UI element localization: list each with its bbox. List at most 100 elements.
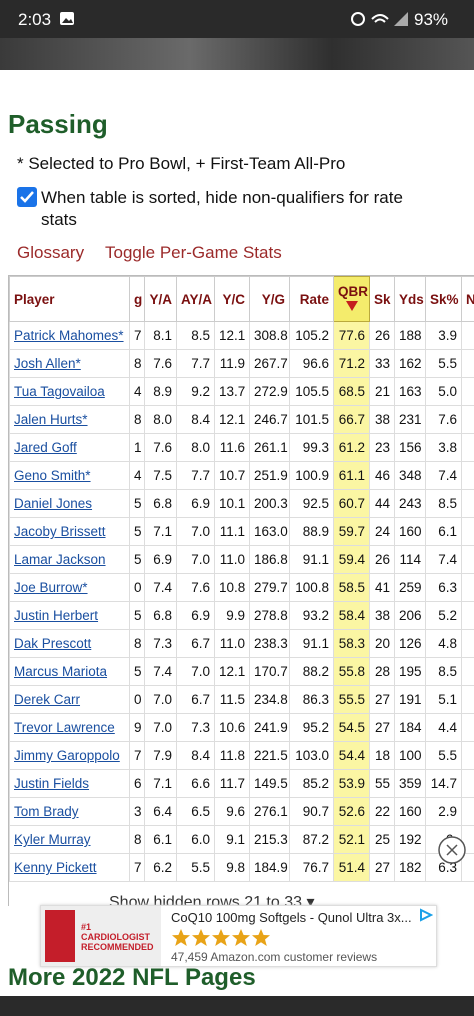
ad-choice[interactable] (419, 908, 433, 922)
player-link[interactable]: Jared Goff (9, 433, 130, 462)
stat-cell: 231 (394, 405, 426, 434)
stat-cell: 55.5 (333, 685, 370, 714)
stat-cell: 26 (369, 321, 395, 350)
stat-cell: 278.8 (249, 601, 290, 630)
player-link[interactable]: Kenny Pickett (9, 853, 130, 882)
stat-cell (461, 489, 474, 518)
stat-cell: 170.7 (249, 657, 290, 686)
column-header[interactable]: Y/C (214, 276, 250, 322)
stat-cell: 6.4 (144, 797, 177, 826)
stat-cell: 6.1 (144, 825, 177, 854)
column-header[interactable]: g (129, 276, 145, 322)
player-link[interactable]: Kyler Murray (9, 825, 130, 854)
close-button[interactable] (437, 835, 467, 865)
player-link[interactable]: Patrick Mahomes* (9, 321, 130, 350)
glossary-link[interactable]: Glossary (17, 243, 85, 262)
toggle-link[interactable]: Toggle Per-Game Stats (105, 243, 282, 262)
column-header[interactable]: QBR (333, 276, 370, 322)
player-link[interactable]: Dak Prescott (9, 629, 130, 658)
stat-cell: 105.2 (289, 321, 334, 350)
stat-cell: 3.9 (425, 321, 462, 350)
player-link[interactable]: Trevor Lawrence (9, 713, 130, 742)
player-link[interactable]: Jacoby Brissett (9, 517, 130, 546)
star (252, 929, 270, 946)
stat-cell (461, 573, 474, 602)
ad[interactable]: #1 CARDIOLOGIST RECOMMENDED CoQ10 100mg … (40, 905, 437, 967)
column-header[interactable]: Y/A (144, 276, 177, 322)
stat-cell: 90.7 (289, 797, 334, 826)
stat-cell: 162 (394, 349, 426, 378)
player-link[interactable]: Geno Smith* (9, 461, 130, 490)
player-link[interactable]: Josh Allen* (9, 349, 130, 378)
stat-cell: 7.6 (144, 433, 177, 462)
player-link[interactable]: Daniel Jones (9, 489, 130, 518)
stat-cell: 200.3 (249, 489, 290, 518)
stat-cell: 156 (394, 433, 426, 462)
stat-cell: 246.7 (249, 405, 290, 434)
show-hidden[interactable]: Show hidden rows 21 to 33 ▾ (109, 894, 315, 906)
stat-cell: 6.9 (176, 601, 215, 630)
player-link[interactable]: Joe Burrow* (9, 573, 130, 602)
player-link[interactable]: Justin Fields (9, 769, 130, 798)
stat-cell: 59.4 (333, 545, 370, 574)
player-link[interactable]: Marcus Mariota (9, 657, 130, 686)
table-row: Jimmy Garoppolo 7 7.9 8.4 11.8 221.5 103.0 54.4… (9, 741, 474, 770)
stat-cell: 6.9 (144, 545, 177, 574)
stat-cell: 6.7 (176, 685, 215, 714)
column-header[interactable]: Yds (394, 276, 426, 322)
stat-cell: 8 (129, 349, 145, 378)
stat-cell: 100 (394, 741, 426, 770)
column-header[interactable]: N (461, 276, 474, 322)
stat-cell: 243 (394, 489, 426, 518)
stat-cell: 21 (369, 377, 395, 406)
table-row: Patrick Mahomes* 7 8.1 8.5 12.1 308.8 105.2 77.… (9, 321, 474, 350)
player-link[interactable]: Derek Carr (9, 685, 130, 714)
stat-cell: 103.0 (289, 741, 334, 770)
column-header[interactable]: Sk (369, 276, 395, 322)
stat-cell: 276.1 (249, 797, 290, 826)
checkbox[interactable] (17, 187, 37, 207)
stat-cell: 149.5 (249, 769, 290, 798)
column-header[interactable]: Rate (289, 276, 334, 322)
stat-cell: 9.9 (214, 601, 250, 630)
table-row: Tua Tagovailoa 4 8.9 9.2 13.7 272.9 105.5 68.5 2… (9, 377, 474, 406)
player-link[interactable]: Tom Brady (9, 797, 130, 826)
stat-cell: 52.1 (333, 825, 370, 854)
stat-cell: 8.0 (144, 405, 177, 434)
stat-cell: 8.5 (425, 657, 462, 686)
player-link[interactable]: Jalen Hurts* (9, 405, 130, 434)
column-header[interactable]: AY/A (176, 276, 215, 322)
player-link[interactable]: Justin Herbert (9, 601, 130, 630)
stat-cell: 5 (129, 657, 145, 686)
stat-cell: 186.8 (249, 545, 290, 574)
stat-cell: 7.6 (425, 405, 462, 434)
stat-cell: 12.1 (214, 405, 250, 434)
stat-cell: 4.8 (425, 629, 462, 658)
star (192, 929, 210, 946)
stat-cell: 54.5 (333, 713, 370, 742)
column-header[interactable]: Player (9, 276, 130, 322)
player-link[interactable]: Tua Tagovailoa (9, 377, 130, 406)
stat-cell: 9 (129, 713, 145, 742)
column-header[interactable]: Sk% (425, 276, 462, 322)
stat-cell: 7 (129, 853, 145, 882)
stat-cell: 6.2 (144, 853, 177, 882)
stat-cell: 14.7 (425, 769, 462, 798)
table-row: Derek Carr 0 7.0 6.7 11.5 234.8 86.3 55.5 27 191 5… (9, 685, 474, 714)
stat-cell: 7.7 (176, 461, 215, 490)
stat-cell (461, 517, 474, 546)
column-header[interactable]: Y/G (249, 276, 290, 322)
stat-cell: 46 (369, 461, 395, 490)
stat-cell: 77.6 (333, 321, 370, 350)
stat-cell: 99.3 (289, 433, 334, 462)
stat-cell: 184.9 (249, 853, 290, 882)
stat-cell: 11.0 (214, 545, 250, 574)
player-link[interactable]: Jimmy Garoppolo (9, 741, 130, 770)
checkbox-label[interactable]: When table is sorted, hide non-qualifier… (41, 188, 403, 229)
stat-cell: 7.6 (176, 573, 215, 602)
stat-cell: 238.3 (249, 629, 290, 658)
stat-cell: 18 (369, 741, 395, 770)
player-link[interactable]: Lamar Jackson (9, 545, 130, 574)
note: * Selected to Pro Bowl, + First-Team All… (17, 154, 346, 173)
stat-cell: 100.8 (289, 573, 334, 602)
